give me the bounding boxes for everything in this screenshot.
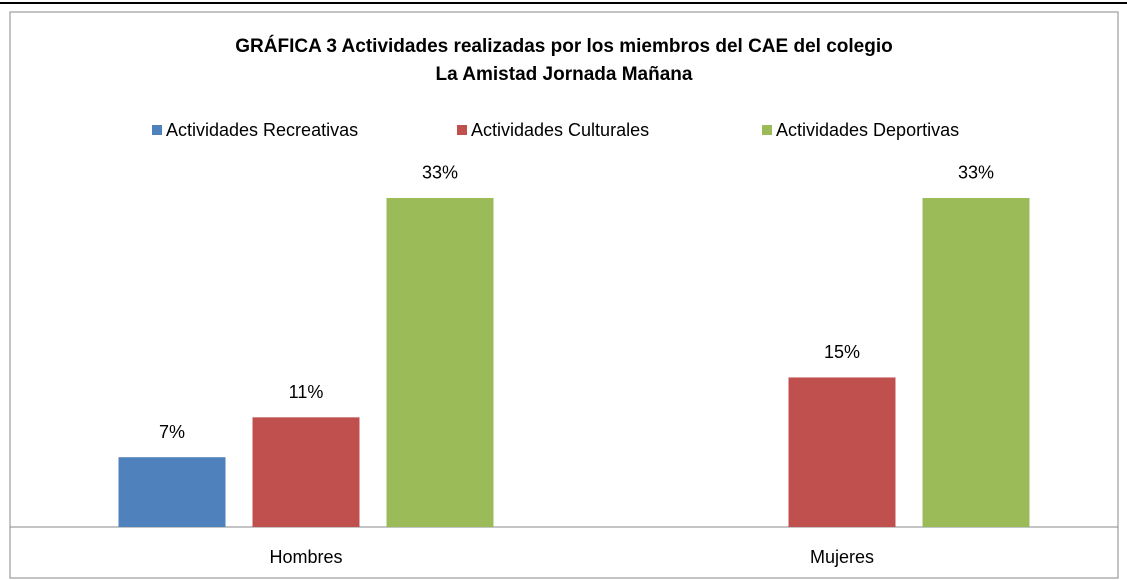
legend-swatch [457, 125, 467, 135]
legend-label: Actividades Deportivas [776, 120, 959, 140]
data-label: 33% [958, 163, 994, 183]
data-label: 33% [422, 163, 458, 183]
legend-label: Actividades Recreativas [166, 120, 358, 140]
chart-title: GRÁFICA 3 Actividades realizadas por los… [235, 35, 892, 57]
data-label: 11% [289, 382, 324, 402]
legend-swatch [762, 125, 772, 135]
chart-title: La Amistad Jornada Mañana [436, 64, 693, 85]
bar [788, 377, 896, 527]
bar [922, 197, 1030, 528]
bar [118, 457, 226, 527]
x-tick-label: Hombres [269, 547, 342, 567]
legend-swatch [152, 125, 162, 135]
data-label: 15% [824, 342, 860, 362]
bar [386, 197, 494, 528]
data-label: 7% [159, 422, 185, 442]
bar [252, 417, 360, 527]
x-tick-label: Mujeres [810, 547, 874, 567]
legend-label: Actividades Culturales [471, 120, 649, 140]
